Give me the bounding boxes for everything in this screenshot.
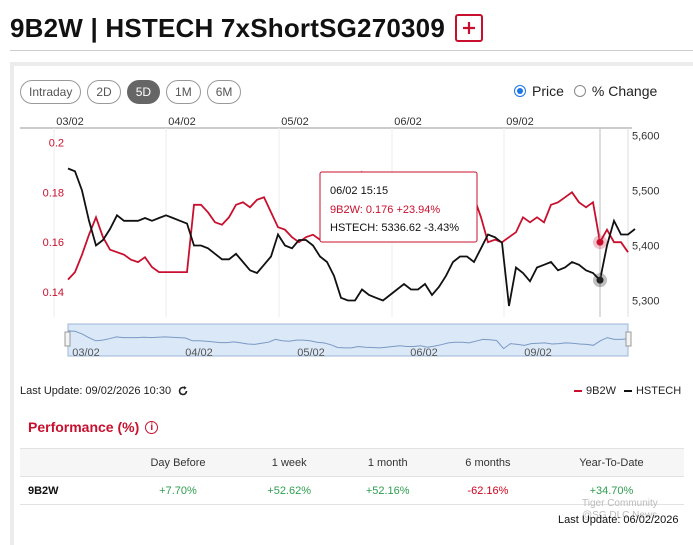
performance-title-text: Performance (%) [28,419,140,435]
tooltip-line-9b2w: 9B2W: 0.176 +23.94% [330,204,440,216]
table-cell-name: 9B2W [20,476,116,505]
percent-change-radio-label: % Change [591,83,658,99]
chart-last-update: Last Update: 09/02/2026 10:30 [20,385,189,397]
table-cell: +34.70% [538,476,684,505]
y-right-tick-label: 5,500 [632,186,660,198]
y-left-tick-label: 0.18 [43,187,64,199]
table-header: 1 month [338,448,437,477]
x-tick-label: 06/02 [394,116,422,128]
navigator-tick-label: 03/02 [72,347,100,359]
info-icon[interactable]: i [145,420,159,434]
header-divider [10,50,693,51]
range-5d-button[interactable]: 5D [126,80,161,104]
legend-swatch [574,390,582,392]
table-cell: +52.16% [338,476,437,505]
price-radio[interactable]: Price [514,83,564,99]
y-left-tick-label: 0.14 [43,287,64,299]
performance-table: Day Before 1 week 1 month 6 months Year-… [20,448,684,505]
table-cell: +7.70% [116,476,240,505]
navigator-handle-right [625,331,632,347]
x-tick-label: 04/02 [168,116,196,128]
y-right-tick-label: 5,600 [632,131,660,143]
header: 9B2W | HSTECH 7xShortSG270309 [10,8,484,48]
radio-selected-icon [514,85,526,97]
table-header: Year-To-Date [538,448,684,477]
y-right-tick-label: 5,300 [632,296,660,308]
navigator-series [67,330,629,350]
legend-swatch [623,390,632,392]
view-mode-options: Price % Change [514,83,667,99]
legend-item-9b2w[interactable]: 9B2W [574,385,616,397]
page-title: 9B2W | HSTECH 7xShortSG270309 [10,12,446,43]
range-1m-button[interactable]: 1M [166,80,201,104]
range-6m-button[interactable]: 6M [206,80,242,104]
navigator-tick-label: 09/02 [524,347,552,359]
price-radio-label: Price [532,83,564,99]
tooltip-date: 06/02 15:15 [330,185,388,197]
table-cell: +52.62% [239,476,339,505]
table-header: 1 week [239,448,339,477]
legend-item-hstech[interactable]: HSTECH [623,385,682,397]
table-row: 9B2W +7.70% +52.62% +52.16% -62.16% +34.… [20,476,684,505]
range-selector: Intraday 2D 5D 1M 6M [20,80,242,104]
x-tick-label: 03/02 [56,116,84,128]
range-intraday-button[interactable]: Intraday [20,80,82,104]
percent-change-radio[interactable]: % Change [573,83,658,99]
series-line-hstech [67,167,636,307]
y-left-tick-label: 0.2 [49,137,64,149]
watermark: Tiger Community @SG DLC News [582,498,658,522]
watermark-line: Tiger Community [582,498,658,509]
plus-icon [463,22,476,34]
legend-label: HSTECH [635,385,682,397]
chart-legend: 9B2W HSTECH [566,385,681,397]
x-tick-label: 05/02 [281,116,309,128]
x-tick-label: 09/02 [506,116,534,128]
price-chart[interactable]: 03/02 04/02 05/02 06/02 09/02 0.2 0.18 0.16 0.14… [20,112,680,362]
table-header-row: Day Before 1 week 1 month 6 months Year-… [20,448,684,477]
add-to-watchlist-button[interactable] [455,14,484,42]
table-header: 6 months [436,448,539,477]
table-last-update: Last Update: 06/02/2026 [558,514,679,526]
y-left-tick-label: 0.16 [43,237,64,249]
legend-label: 9B2W [586,385,616,397]
tooltip-line-hstech: HSTECH: 5336.62 -3.43% [330,222,459,234]
navigator-tick-label: 06/02 [410,347,438,359]
y-right-tick-label: 5,400 [632,241,660,253]
hover-point-hstech [596,276,604,284]
radio-unselected-icon [573,85,586,97]
performance-title: Performance (%) i [28,419,159,435]
navigator-tick-label: 04/02 [185,347,213,359]
tooltip-box [319,171,478,243]
navigator-handle-left [64,331,71,347]
chart-last-update-text: Last Update: 09/02/2026 10:30 [20,385,172,397]
watermark-line: @SG DLC News [582,510,658,521]
range-2d-button[interactable]: 2D [87,80,121,104]
hover-point-9b2w [596,238,604,246]
refresh-icon[interactable] [177,385,189,397]
navigator-tick-label: 05/02 [297,347,325,359]
table-cell: -62.16% [436,476,539,505]
table-header: Day Before [116,448,240,477]
table-header [20,448,116,477]
